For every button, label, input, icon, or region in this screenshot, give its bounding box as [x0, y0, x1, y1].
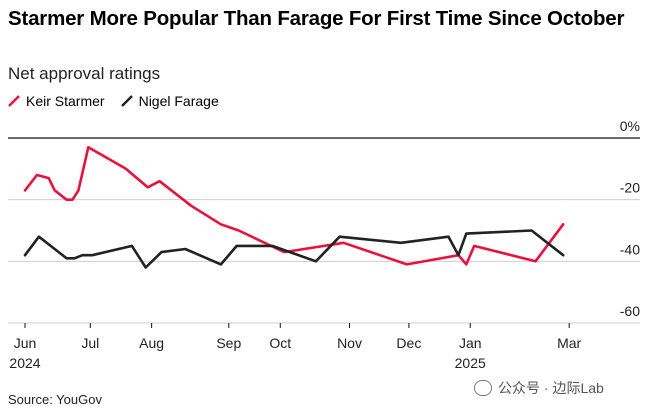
- y-tick-label: -40: [620, 241, 640, 257]
- x-axis-ticks: Jun 2024 Jul Aug Sep Oct Nov Dec Jan 2025 Mar: [9, 323, 582, 371]
- x-tick-label: Jul: [81, 335, 99, 351]
- x-tick-label: Sep: [216, 335, 241, 351]
- legend-swatch-starmer: [8, 95, 20, 107]
- x-tick-label: Nov: [337, 335, 362, 351]
- wechat-icon: [474, 380, 492, 396]
- y-tick-label: -20: [620, 180, 640, 196]
- source-note: Source: YouGov: [8, 392, 102, 407]
- y-tick-label: -60: [620, 303, 640, 319]
- x-tick-label: Jan: [459, 335, 482, 351]
- x-tick-label: Oct: [269, 335, 291, 351]
- x-tick-year-label: 2024: [9, 355, 40, 371]
- watermark: 公众号 · 边际Lab: [474, 378, 604, 398]
- chart-subtitle: Net approval ratings: [8, 64, 161, 83]
- x-tick-label: Jun: [14, 335, 37, 351]
- x-tick-label: Mar: [557, 335, 581, 351]
- watermark-text: 公众号 · 边际Lab: [498, 380, 604, 396]
- series-line-farage: [23, 229, 565, 269]
- legend-label-farage: Nigel Farage: [138, 93, 219, 109]
- x-tick-label: Aug: [139, 335, 164, 351]
- grid-lines: [8, 137, 640, 324]
- series-lines: [23, 146, 565, 269]
- legend-item-farage: Nigel Farage: [120, 93, 219, 109]
- series-line-starmer: [23, 146, 565, 266]
- x-tick-year-label: 2025: [455, 355, 486, 371]
- y-tick-label: 0%: [620, 118, 640, 134]
- legend-item-starmer: Keir Starmer: [8, 93, 105, 109]
- chart-title: Starmer More Popular Than Farage For Fir…: [8, 7, 625, 30]
- legend-swatch-farage: [120, 95, 133, 107]
- legend-label-starmer: Keir Starmer: [26, 93, 105, 109]
- legend: Keir Starmer Nigel Farage: [8, 93, 235, 109]
- x-tick-label: Dec: [396, 335, 421, 351]
- y-tick-labels: 0% -20 -40 -60: [620, 118, 640, 319]
